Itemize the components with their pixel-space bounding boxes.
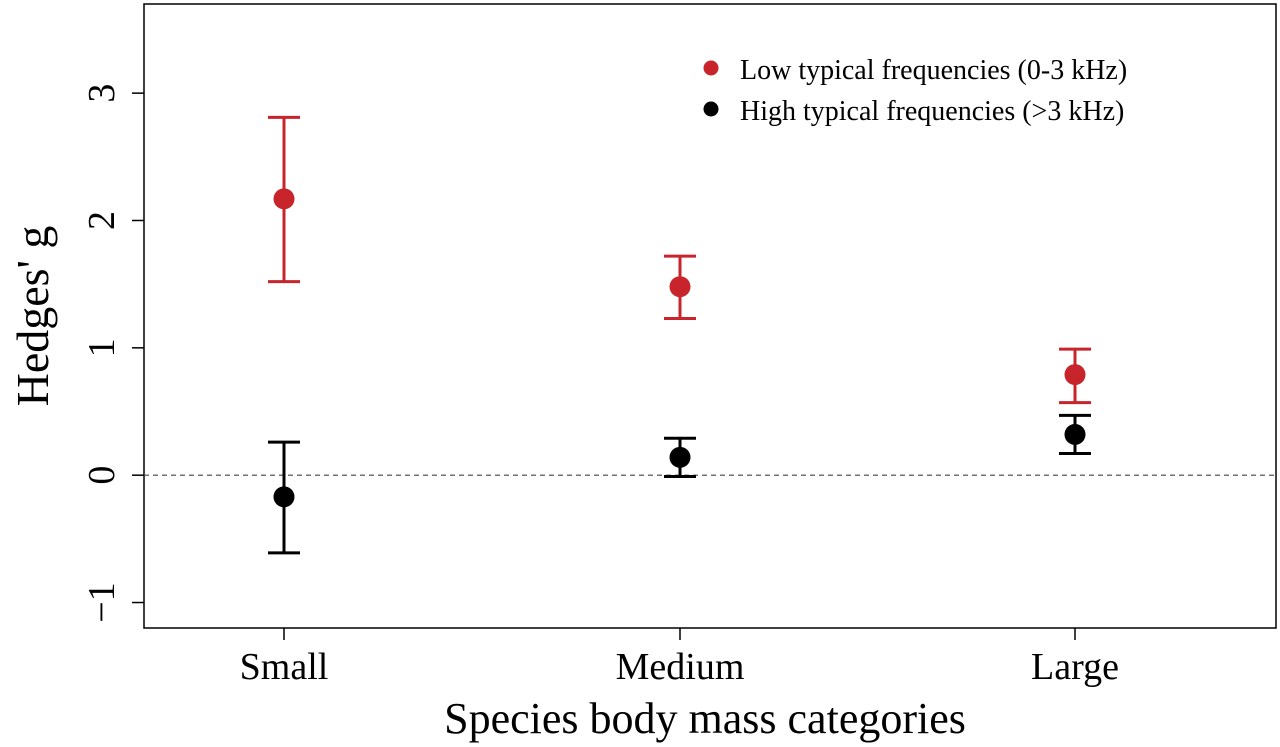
- y-axis: −1 0 1 2 3: [81, 84, 144, 623]
- legend-label: High typical frequencies (>3 kHz): [740, 96, 1124, 127]
- series-high-frequencies: [268, 413, 1091, 555]
- x-tick-label: Small: [240, 646, 329, 688]
- y-axis-label: Hedges' g: [7, 226, 58, 407]
- data-point: [669, 276, 691, 298]
- legend-label: Low typical frequencies (0-3 kHz): [740, 55, 1127, 86]
- data-point: [669, 446, 691, 468]
- x-axis: Small Medium Large: [240, 628, 1119, 688]
- x-tick-label: Large: [1031, 646, 1119, 688]
- plot-frame: [143, 3, 1277, 629]
- legend-marker: [703, 60, 719, 76]
- data-point: [1064, 423, 1086, 445]
- y-tick-label: 2: [81, 211, 123, 230]
- y-tick-label: −1: [81, 582, 123, 622]
- y-tick-label: 3: [81, 84, 123, 103]
- y-tick-label: 0: [81, 466, 123, 485]
- legend: Low typical frequencies (0-3 kHz) High ty…: [703, 55, 1127, 127]
- data-point: [1064, 364, 1086, 386]
- series-low-frequencies: [268, 115, 1091, 405]
- data-point: [273, 188, 295, 210]
- y-tick-label: 1: [81, 338, 123, 357]
- x-tick-label: Medium: [616, 646, 745, 688]
- series-layer: [268, 115, 1091, 555]
- x-axis-label: Species body mass categories: [444, 694, 966, 743]
- data-point: [273, 486, 295, 508]
- legend-marker: [703, 101, 719, 117]
